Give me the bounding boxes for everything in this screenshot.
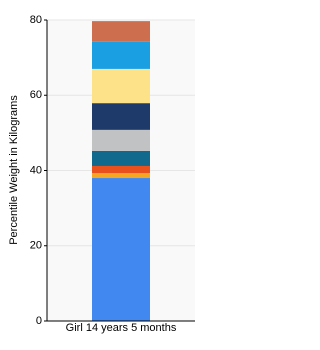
- y-axis-label: Percentile Weight in Kilograms: [8, 95, 20, 245]
- bar-segment: [92, 165, 150, 174]
- bar-segment: [92, 21, 150, 42]
- y-tick-label: 0: [36, 315, 42, 327]
- y-tick-label: 80: [30, 14, 42, 26]
- bar-segment: [92, 150, 150, 166]
- y-tick-label: 20: [30, 240, 42, 252]
- bar-segment: [92, 129, 150, 151]
- x-tick-label: Girl 14 years 5 months: [66, 322, 177, 334]
- bar-segment: [92, 103, 150, 130]
- bar-segment: [92, 68, 150, 104]
- y-tick-label: 40: [30, 164, 42, 176]
- y-tick-label: 60: [30, 89, 42, 101]
- bar-segment: [92, 178, 150, 321]
- bar-segment: [92, 173, 150, 179]
- chart: Percentile Weight in Kilograms 0 20 40 60 80…: [7, 13, 195, 334]
- bar-segment: [92, 41, 150, 69]
